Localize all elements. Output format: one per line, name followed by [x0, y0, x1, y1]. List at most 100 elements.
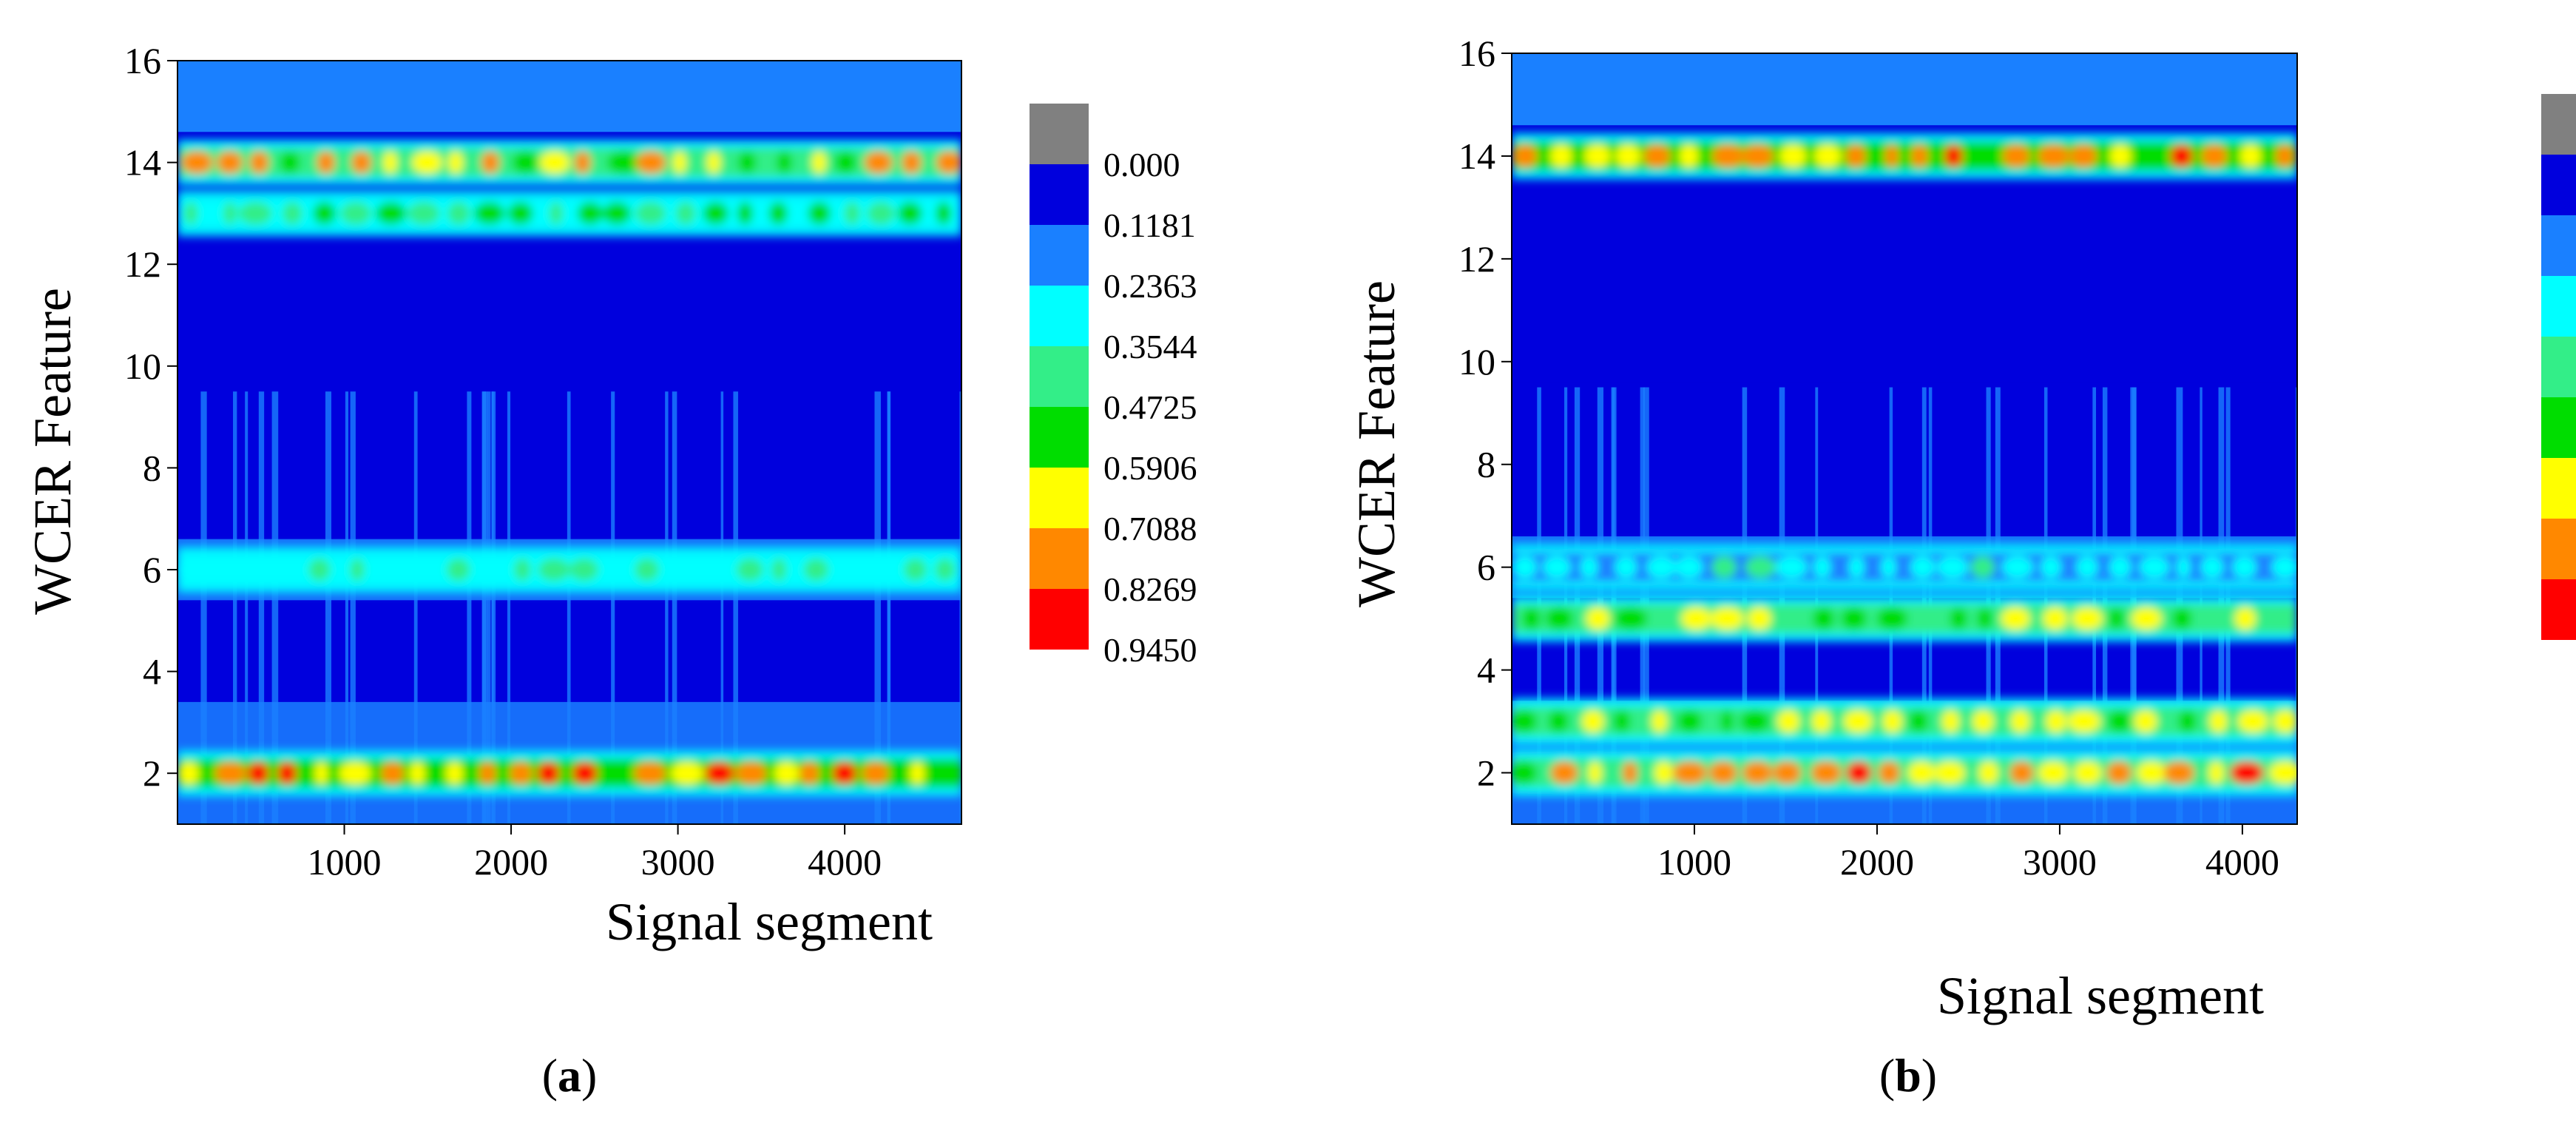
vertical-streak	[720, 391, 724, 824]
band-blob	[408, 202, 440, 225]
band-blob	[2038, 144, 2070, 168]
x-tick-label: 3000	[641, 841, 715, 883]
band-blob	[512, 151, 539, 174]
band-blob	[933, 762, 952, 785]
band-blob	[704, 762, 735, 785]
band-blob	[737, 202, 754, 225]
band-blob	[2106, 761, 2132, 784]
vertical-streak	[611, 391, 615, 824]
top-band	[1512, 53, 2297, 126]
band-blob	[832, 762, 857, 785]
band-blob	[2136, 144, 2161, 168]
vertical-streak	[325, 391, 331, 824]
band-blob	[2038, 761, 2069, 784]
band-blob	[1848, 556, 1865, 579]
vertical-streak	[507, 391, 511, 824]
band-blob	[1936, 556, 1969, 579]
band-blob	[2176, 556, 2191, 579]
panel-a: 1000 2000 3000 4000 2 4 6 8 10 12 14 16 WCER Featur…	[0, 0, 1257, 1126]
band-blob	[1512, 556, 1538, 579]
band-blob	[903, 558, 927, 581]
vertical-streak	[482, 391, 488, 824]
y-tick-label: 2	[1477, 752, 1495, 794]
colorbar-segment	[1030, 286, 1089, 346]
colorbar: 0.0000.11440.22880.34310.45750.57190.686…	[2541, 94, 2576, 640]
band-blob	[1745, 556, 1777, 579]
colorbar-segment	[2541, 579, 2576, 640]
band-blob	[413, 558, 442, 581]
band-blob	[2072, 607, 2103, 630]
band-blob	[1646, 556, 1677, 579]
band-blob	[1779, 144, 1807, 168]
band-core	[178, 758, 961, 788]
band-blob	[635, 558, 660, 581]
band-blob	[1711, 556, 1737, 579]
vertical-streak	[887, 391, 891, 824]
colorbar-label: 0.1181	[1103, 206, 1196, 244]
band-blob	[672, 151, 686, 174]
colorbar-segment	[1030, 346, 1089, 407]
band-blob	[1580, 556, 1598, 579]
band-blob	[2178, 709, 2197, 733]
band-blob	[214, 762, 246, 785]
colorbar-segment	[1030, 407, 1089, 468]
y-tick-label: 14	[124, 142, 161, 183]
band-blob	[2131, 607, 2162, 630]
band-blob	[1649, 607, 1675, 630]
band-blob	[1513, 144, 1538, 168]
band-blob	[1876, 607, 1908, 630]
band-blob	[897, 202, 923, 225]
band-blob	[1878, 761, 1900, 784]
band-blob	[803, 558, 829, 581]
band-blob	[539, 151, 570, 174]
band-blob	[936, 151, 961, 174]
axes: 1000 2000 3000 4000 2 4 6 8 10 12 14 16	[1458, 33, 2279, 883]
band-blob	[1522, 607, 1541, 630]
band-blob	[549, 202, 564, 225]
vertical-streak	[245, 391, 249, 824]
x-tick-label: 4000	[2205, 841, 2279, 883]
band-blob	[183, 202, 198, 225]
vertical-streak	[959, 391, 961, 824]
band-blob	[1584, 144, 1611, 168]
band-blob	[481, 151, 499, 174]
band-blob	[1711, 144, 1744, 168]
x-axis-title: Signal segment	[606, 892, 933, 951]
y-tick-label: 16	[124, 40, 161, 81]
y-tick-label: 4	[143, 651, 161, 692]
band-blob	[1586, 607, 1610, 630]
vertical-streak	[733, 391, 739, 824]
band-blob	[675, 202, 696, 225]
vertical-streak	[672, 391, 677, 824]
band-blob	[1773, 761, 1802, 784]
band-blob	[1909, 607, 1936, 630]
vertical-streak	[271, 391, 279, 824]
band-blob	[1811, 761, 1842, 784]
band-blob	[2040, 556, 2062, 579]
band-blob	[2209, 709, 2228, 733]
band-blob	[1654, 761, 1673, 784]
band-blob	[1652, 709, 1668, 733]
y-tick-label: 14	[1458, 135, 1495, 177]
band-blob	[1740, 709, 1771, 733]
y-tick-label: 12	[124, 243, 161, 285]
heatmap-cells	[178, 61, 961, 824]
band-blob	[282, 202, 302, 225]
y-tick-label: 6	[1477, 547, 1495, 588]
band-blob	[1550, 761, 1578, 784]
band-blob	[1845, 144, 1866, 168]
vertical-streak	[487, 391, 491, 824]
band-blob	[1910, 556, 1936, 579]
band-blob	[1880, 556, 1897, 579]
colorbar-segment	[2541, 215, 2576, 276]
band-blob	[678, 558, 698, 581]
x-tick-label: 1000	[308, 841, 382, 883]
band-blob	[473, 202, 505, 225]
band-blob	[2210, 607, 2224, 630]
band-blob	[1812, 607, 1835, 630]
y-tick-label: 10	[1458, 341, 1495, 382]
band-blob	[2067, 709, 2101, 733]
band-blob	[1777, 709, 1800, 733]
band-blob	[277, 762, 297, 785]
band-blob	[934, 558, 956, 581]
